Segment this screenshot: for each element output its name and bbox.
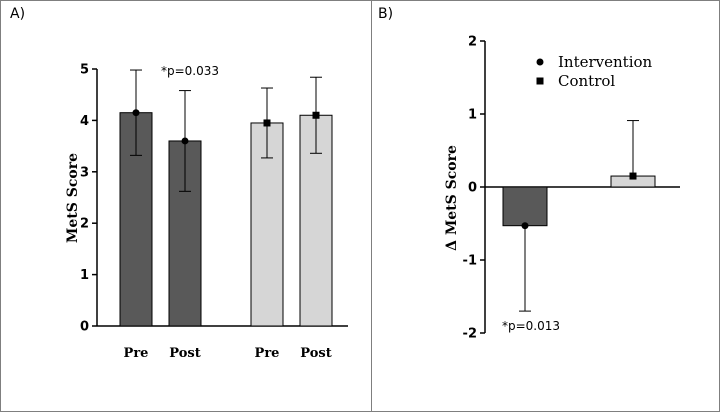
panel-a-p-value-annotation: *p=0.033 xyxy=(161,64,219,78)
panel-b-y-tick-label: 0 xyxy=(468,181,477,196)
panel-a-bar xyxy=(299,114,333,327)
panel-a-label: A) xyxy=(10,6,25,22)
panel-b: B) Δ MetS Score 2 1 0 -1 -2 Intervention Con… xyxy=(378,6,680,342)
panel-a-y-tick-label: 4 xyxy=(80,114,89,129)
panel-b-legend: Intervention Control xyxy=(536,53,653,90)
panel-a-y-tick-label: 5 xyxy=(80,63,89,78)
panel-b-bar xyxy=(502,186,548,227)
panel-a-y-tick-label: 0 xyxy=(80,320,89,335)
panel-a-category-labels: Pre Post Pre Post xyxy=(124,346,332,361)
panel-a-bars xyxy=(119,69,333,327)
panel-a-category-label: Post xyxy=(300,346,331,361)
panel-b-p-value-annotation: *p=0.013 xyxy=(502,319,560,333)
legend-control-label: Control xyxy=(558,72,615,90)
legend-intervention-label: Intervention xyxy=(558,53,653,71)
panel-b-y-tick-label: -2 xyxy=(463,327,477,342)
panel-a-y-tick-label: 2 xyxy=(80,217,89,232)
panel-a-category-label: Pre xyxy=(124,346,149,361)
panel-b-bars xyxy=(502,120,656,312)
panel-a: A) MetS Score 0 1 2 3 4 5 Pre Post Pre Post *p=0… xyxy=(10,6,348,361)
panel-a-y-tick-label: 3 xyxy=(80,165,89,180)
panel-a-mean-marker xyxy=(263,119,271,127)
panel-b-mean-marker xyxy=(521,222,529,230)
legend-control-marker xyxy=(536,77,544,85)
panel-b-label: B) xyxy=(378,6,393,22)
panel-a-category-label: Post xyxy=(169,346,200,361)
panel-a-y-axis-title: MetS Score xyxy=(65,153,81,243)
panel-a-mean-marker xyxy=(132,109,140,117)
panel-b-y-tick-label: 2 xyxy=(468,35,477,50)
panel-a-mean-marker xyxy=(312,111,320,119)
panel-a-y-tick-label: 1 xyxy=(80,268,89,283)
panel-a-mean-marker xyxy=(181,137,189,145)
panel-b-y-tick-label: -1 xyxy=(463,254,477,269)
panel-b-y-tick-label: 1 xyxy=(468,108,477,123)
panel-b-mean-marker xyxy=(629,172,637,180)
panel-a-category-label: Pre xyxy=(255,346,280,361)
legend-intervention-marker xyxy=(536,58,544,66)
panel-b-y-axis-title: Δ MetS Score xyxy=(444,145,460,251)
